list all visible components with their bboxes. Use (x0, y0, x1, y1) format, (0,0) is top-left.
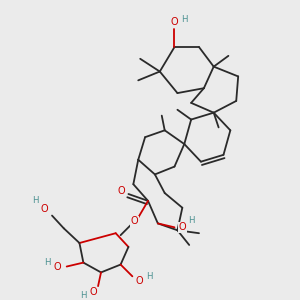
Text: H: H (181, 15, 188, 24)
Text: O: O (178, 222, 186, 232)
Text: H: H (188, 216, 194, 225)
Text: H: H (32, 196, 39, 206)
Text: O: O (53, 262, 61, 272)
Text: O: O (171, 16, 178, 27)
Text: H: H (80, 291, 87, 300)
Text: O: O (135, 276, 143, 286)
Text: O: O (118, 186, 125, 196)
Text: H: H (44, 258, 50, 267)
Text: O: O (130, 216, 138, 226)
Text: O: O (89, 287, 97, 297)
Text: H: H (146, 272, 152, 281)
Text: O: O (40, 204, 48, 214)
